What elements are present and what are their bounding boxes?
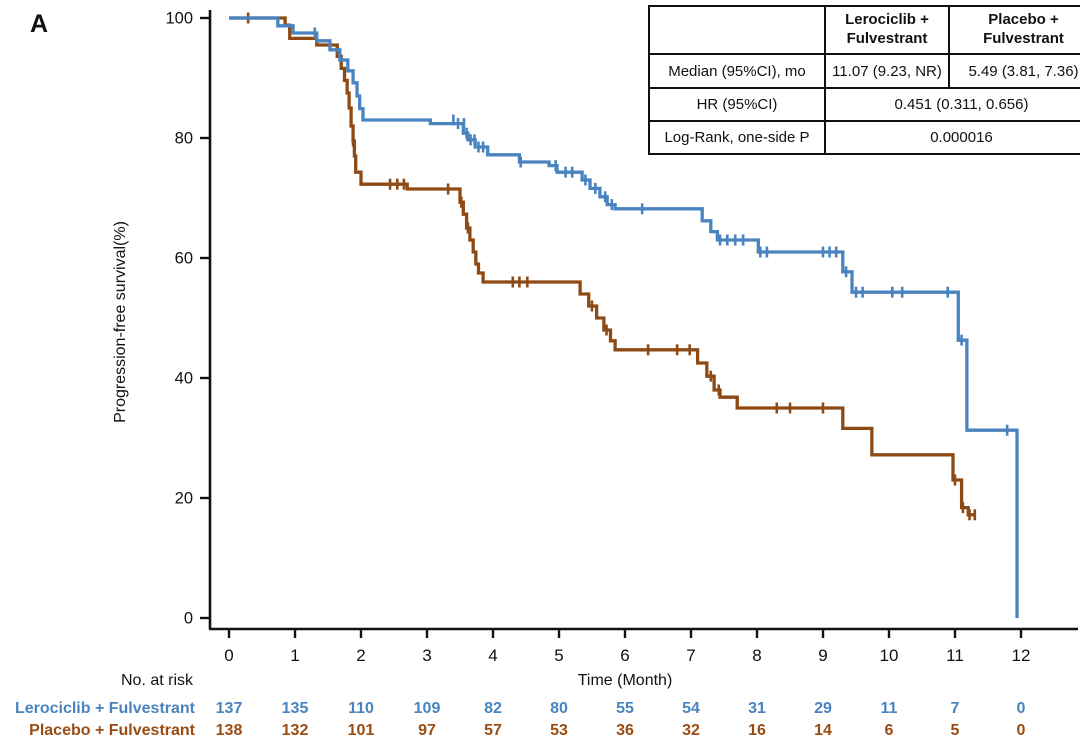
risk-row-label-lerociclib: Lerociclib + Fulvestrant bbox=[14, 700, 195, 717]
risk-count: 31 bbox=[748, 700, 766, 717]
risk-count: 138 bbox=[215, 722, 243, 739]
risk-counts-row-lerociclib: 137 135 110 109 82 80 55 54 31 29 11 7 0 bbox=[0, 700, 1080, 720]
logrank-value: 0.000016 bbox=[824, 120, 1080, 155]
median-label: Median (95%CI), mo bbox=[648, 53, 826, 89]
stats-table: Lerociclib + Fulvestrant Placebo + Fulve… bbox=[648, 5, 1080, 155]
risk-count: 16 bbox=[748, 722, 766, 739]
logrank-label: Log-Rank, one-side P bbox=[648, 120, 826, 155]
x-tick-label-7: 7 bbox=[686, 646, 695, 665]
km-curve-placebo-fulvestrant bbox=[229, 16, 977, 517]
stats-header-lerociclib: Lerociclib + Fulvestrant bbox=[824, 5, 950, 55]
risk-count: 29 bbox=[814, 700, 832, 717]
risk-count: 11 bbox=[880, 700, 898, 717]
y-tick-label-80: 80 bbox=[175, 130, 193, 148]
x-tick-label-9: 9 bbox=[818, 646, 827, 665]
stats-header-row: Lerociclib + Fulvestrant Placebo + Fulve… bbox=[648, 5, 1080, 55]
risk-count: 55 bbox=[616, 700, 634, 717]
y-tick-label-60: 60 bbox=[175, 250, 193, 268]
risk-table-title: No. at risk bbox=[120, 672, 193, 689]
risk-counts-row-placebo: 138 132 101 97 57 53 36 32 16 14 6 5 0 bbox=[0, 722, 1080, 742]
x-tick-label-4: 4 bbox=[488, 646, 497, 665]
risk-count: 137 bbox=[215, 700, 243, 717]
risk-count: 14 bbox=[814, 722, 832, 739]
risk-count: 32 bbox=[682, 722, 700, 739]
risk-count: 110 bbox=[348, 700, 374, 717]
median-placebo-value: 5.49 (3.81, 7.36) bbox=[948, 53, 1080, 89]
risk-count: 135 bbox=[281, 700, 309, 717]
median-lerociclib-value: 11.07 (9.23, NR) bbox=[824, 53, 950, 89]
risk-count: 36 bbox=[616, 722, 634, 739]
panel-label: A bbox=[30, 10, 49, 38]
hr-value: 0.451 (0.311, 0.656) bbox=[824, 87, 1080, 122]
stats-logrank-row: Log-Rank, one-side P 0.000016 bbox=[648, 120, 1080, 155]
risk-count: 80 bbox=[550, 700, 568, 717]
x-tick-label-11: 11 bbox=[946, 646, 964, 665]
stats-hr-row: HR (95%CI) 0.451 (0.311, 0.656) bbox=[648, 87, 1080, 122]
risk-count: 109 bbox=[413, 700, 441, 717]
risk-count: 57 bbox=[484, 722, 502, 739]
x-tick-label-1: 1 bbox=[290, 646, 299, 665]
risk-count: 0 bbox=[1016, 722, 1026, 739]
risk-count: 132 bbox=[281, 722, 309, 739]
x-tick-label-6: 6 bbox=[620, 646, 629, 665]
y-axis-title: Progression-free survival(%) bbox=[112, 221, 129, 423]
x-tick-label-8: 8 bbox=[752, 646, 761, 665]
stats-header-placebo: Placebo + Fulvestrant bbox=[948, 5, 1080, 55]
risk-count: 101 bbox=[347, 722, 375, 739]
y-tick-label-40: 40 bbox=[175, 370, 193, 388]
stats-median-row: Median (95%CI), mo 11.07 (9.23, NR) 5.49… bbox=[648, 53, 1080, 89]
x-tick-label-12: 12 bbox=[1012, 646, 1031, 665]
risk-count: 0 bbox=[1016, 700, 1026, 717]
risk-count: 6 bbox=[884, 722, 894, 739]
y-tick-label-0: 0 bbox=[184, 610, 193, 628]
risk-count: 5 bbox=[950, 722, 960, 739]
x-axis-title: Time (Month) bbox=[577, 672, 673, 689]
y-tick-label-100: 100 bbox=[165, 10, 193, 28]
risk-row-label-placebo: Placebo + Fulvestrant bbox=[29, 722, 195, 739]
y-tick-label-20: 20 bbox=[175, 490, 193, 508]
risk-count: 97 bbox=[418, 722, 436, 739]
x-tick-label-0: 0 bbox=[224, 646, 233, 665]
hr-label: HR (95%CI) bbox=[648, 87, 826, 122]
stats-header-blank bbox=[648, 5, 826, 55]
risk-count: 7 bbox=[950, 700, 960, 717]
risk-count: 82 bbox=[484, 700, 502, 717]
x-tick-label-2: 2 bbox=[356, 646, 365, 665]
x-tick-label-3: 3 bbox=[422, 646, 431, 665]
x-tick-label-10: 10 bbox=[880, 646, 899, 665]
risk-count: 53 bbox=[550, 722, 568, 739]
km-curve-lerociclib-fulvestrant bbox=[229, 16, 1019, 618]
x-tick-label-5: 5 bbox=[554, 646, 563, 665]
risk-count: 54 bbox=[682, 700, 700, 717]
